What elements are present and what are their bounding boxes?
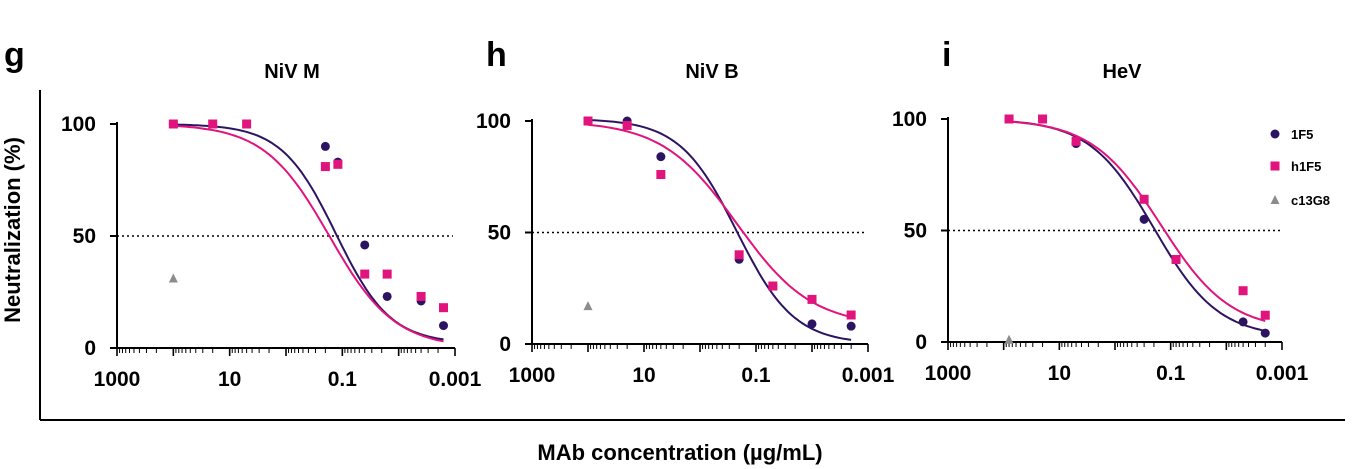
legend-label-c13G8: c13G8 [1291, 193, 1330, 208]
y-tick-label: 100 [892, 108, 927, 131]
point-c13G8 [583, 301, 593, 311]
point-h1F5 [1071, 136, 1081, 146]
point-h1F5 [846, 310, 856, 320]
point-1F5 [656, 152, 666, 162]
x-tick-label: 1000 [925, 362, 972, 385]
panel-title: NiV B [685, 61, 738, 83]
x-tick-label: 0.001 [842, 364, 895, 387]
legend-label-1F5: 1F5 [1291, 127, 1313, 142]
fit-curve-1F5 [587, 119, 852, 341]
legend-marker-1F5 [1270, 129, 1280, 139]
point-h1F5 [1238, 286, 1248, 296]
point-c13G8 [1004, 334, 1014, 344]
x-tick-label: 0.1 [741, 364, 771, 387]
y-tick-label: 100 [61, 113, 96, 136]
x-tick-label: 0.1 [328, 368, 358, 391]
x-tick-label: 10 [632, 364, 655, 387]
x-tick-label: 0.001 [1256, 362, 1309, 385]
point-h1F5 [382, 269, 392, 279]
x-tick-label: 1000 [509, 364, 556, 387]
legend: 1F5 h1F5 c13G8 [1270, 127, 1330, 208]
panel-g: g NiV M 0 50 100 1000 10 0.1 0.001 [4, 36, 482, 391]
point-c13G8 [168, 273, 178, 283]
x-axis-title: MAb concentration (µg/mL) [537, 440, 822, 465]
point-h1F5 [360, 269, 370, 279]
x-tick-label: 10 [1048, 362, 1071, 385]
point-h1F5 [807, 294, 817, 304]
point-1F5 [846, 321, 856, 331]
legend-label-h1F5: h1F5 [1291, 159, 1321, 174]
panel-title: HeV [1103, 61, 1143, 83]
fit-curve-h1F5 [587, 123, 852, 318]
x-tick-label: 0.1 [1156, 362, 1186, 385]
y-tick-label: 0 [84, 337, 96, 360]
point-h1F5 [1139, 194, 1149, 204]
legend-marker-h1F5 [1270, 161, 1280, 171]
panel-h: h NiV B 0 50 100 1000 10 0.1 0.001 [476, 36, 895, 387]
point-1F5 [360, 240, 370, 250]
point-h1F5 [622, 120, 632, 130]
point-h1F5 [208, 119, 218, 129]
point-h1F5 [439, 303, 449, 313]
y-axis-title: Neutralization (%) [0, 137, 25, 323]
point-h1F5 [1038, 114, 1048, 124]
panel-letter: g [4, 36, 25, 74]
point-h1F5 [333, 159, 343, 169]
fit-curve-h1F5 [1009, 120, 1266, 322]
point-h1F5 [1171, 254, 1181, 264]
point-1F5 [1238, 317, 1248, 327]
point-h1F5 [583, 116, 593, 126]
x-tick-label: 0.001 [429, 368, 482, 391]
panel-letter: h [486, 36, 507, 74]
y-tick-label: 50 [904, 220, 927, 243]
point-h1F5 [768, 281, 778, 291]
point-h1F5 [1004, 114, 1014, 124]
fit-curve-h1F5 [173, 124, 444, 343]
point-h1F5 [242, 119, 252, 129]
point-1F5 [439, 321, 449, 331]
panel-title: NiV M [264, 61, 320, 83]
point-h1F5 [320, 162, 330, 172]
point-h1F5 [656, 170, 666, 180]
point-1F5 [1260, 328, 1270, 338]
point-h1F5 [168, 119, 178, 129]
fit-curve-1F5 [173, 123, 444, 341]
fit-curve-1F5 [1009, 120, 1266, 332]
point-h1F5 [734, 250, 744, 260]
panel-letter: i [942, 36, 951, 74]
x-tick-label: 1000 [94, 368, 141, 391]
legend-marker-c13G8 [1270, 195, 1280, 204]
y-tick-label: 50 [73, 225, 96, 248]
point-h1F5 [1260, 310, 1270, 320]
x-tick-label: 10 [218, 368, 241, 391]
y-tick-label: 0 [915, 331, 927, 354]
y-tick-label: 0 [499, 333, 511, 356]
panel-i: i HeV 0 50 100 1000 10 0.1 0.001 [892, 36, 1309, 385]
y-tick-label: 100 [476, 110, 511, 133]
y-tick-label: 50 [488, 222, 511, 245]
point-h1F5 [416, 291, 426, 301]
point-1F5 [320, 141, 330, 151]
point-1F5 [807, 319, 817, 329]
point-1F5 [382, 291, 392, 301]
point-1F5 [1139, 214, 1149, 224]
